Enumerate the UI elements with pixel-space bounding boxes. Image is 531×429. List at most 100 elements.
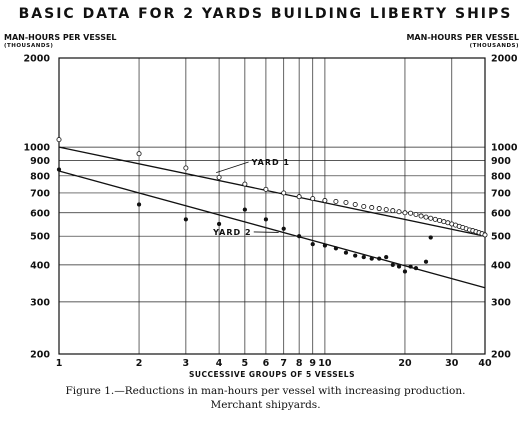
- yard-1-point: [352, 201, 358, 207]
- caption-line-1: Figure 1.—Reductions in man-hours per ve…: [65, 385, 466, 397]
- yard-1-point: [408, 210, 414, 216]
- yard-2-point: [56, 167, 62, 172]
- yard-2-point: [136, 202, 142, 207]
- yard-1-point: [136, 151, 142, 157]
- right-axis-unit: (THOUSANDS): [469, 43, 519, 49]
- yard-2-point: [310, 242, 315, 247]
- yard-2-point: [296, 234, 302, 239]
- y-tick-label-left: 800: [30, 171, 50, 182]
- grid: [58, 57, 486, 355]
- yard-1-point: [402, 210, 408, 216]
- yard-1-point: [428, 215, 434, 221]
- yard-2-point: [263, 217, 269, 222]
- yard-1-point: [296, 194, 302, 200]
- yard-2-point: [408, 264, 413, 269]
- y-tick-label-right: 1000: [491, 143, 518, 154]
- yard-2-point: [322, 243, 328, 248]
- y-tick-label-right: 500: [491, 232, 511, 243]
- x-tick-label: 7: [280, 358, 287, 369]
- yard-1-point: [423, 214, 429, 220]
- yard-2-point: [390, 262, 395, 268]
- x-tick-label: 1: [56, 358, 63, 369]
- yard-2-point: [361, 254, 366, 260]
- figure-caption: Figure 1.—Reductions in man-hours per ve…: [0, 384, 531, 412]
- yard-1-point: [56, 137, 62, 143]
- yard-2-point: [281, 226, 286, 231]
- y-tick-label-right: 800: [491, 171, 511, 182]
- x-tick-label: 2: [136, 358, 143, 369]
- y-tick-label-right: 400: [491, 260, 511, 271]
- y-tick-label-left: 900: [30, 156, 50, 167]
- y-tick-label-left: 700: [30, 188, 50, 199]
- yard-2-point: [242, 207, 248, 212]
- yard-1-point: [263, 186, 269, 192]
- yard-1-point: [396, 209, 402, 215]
- x-axis-title: SUCCESSIVE GROUPS OF 5 VESSELS: [189, 370, 355, 379]
- x-tick-label: 8: [296, 358, 303, 369]
- chart-title: BASIC DATA FOR 2 YARDS BUILDING LIBERTY …: [18, 6, 513, 22]
- left-axis-unit: (THOUSANDS): [4, 43, 54, 49]
- yard-2-point: [343, 250, 349, 255]
- yard-1-point: [418, 213, 424, 219]
- y-tick-label-left: 400: [30, 260, 50, 271]
- yard-1-point: [369, 205, 375, 211]
- yard-1-point: [390, 208, 396, 214]
- yard-1-point: [242, 181, 248, 187]
- yard-1-point: [413, 211, 419, 217]
- y-tick-label-left: 500: [30, 232, 50, 243]
- yard-2-point: [423, 259, 429, 264]
- yard-1-point: [482, 232, 488, 238]
- yard-1-point: [376, 206, 382, 212]
- left-axis-header: MAN-HOURS PER VESSEL (THOUSANDS): [4, 33, 117, 51]
- yard-2-point: [377, 256, 382, 261]
- x-tick-label: 4: [216, 358, 223, 369]
- yard-2-trend-line: [58, 170, 486, 289]
- x-tick-label: 6: [263, 358, 270, 369]
- yard-1-point: [361, 204, 367, 210]
- yard-1-point: [281, 190, 287, 196]
- y-tick-label-right: 900: [491, 156, 511, 167]
- yard-1-point: [343, 199, 349, 205]
- left-axis-label: MAN-HOURS PER VESSEL: [4, 33, 117, 42]
- right-axis-header: MAN-HOURS PER VESSEL (THOUSANDS): [406, 33, 519, 51]
- x-tick-label: 9: [309, 358, 316, 369]
- yard-1-point: [437, 217, 443, 223]
- yard-2-point: [183, 217, 189, 222]
- y-tick-label-left: 2000: [24, 54, 51, 65]
- y-tick-label-right: 2000: [491, 54, 518, 65]
- yard-1-point: [383, 207, 389, 213]
- y-tick-label-right: 600: [491, 208, 511, 219]
- plot-frame: [58, 57, 486, 355]
- y-tick-label-right: 200: [491, 350, 511, 361]
- yard-2-point: [402, 269, 408, 274]
- yard-2-point: [384, 254, 389, 260]
- yard-1-point: [441, 219, 447, 225]
- yard-1-point: [322, 198, 328, 204]
- yard-1-point: [432, 216, 438, 222]
- x-tick-label: 30: [445, 358, 459, 369]
- y-tick-label-left: 600: [30, 208, 50, 219]
- x-tick-label: 10: [318, 358, 332, 369]
- y-tick-label-left: 1000: [24, 143, 51, 154]
- x-tick-label: 3: [183, 358, 190, 369]
- x-tick-label: 20: [398, 358, 412, 369]
- yard-1-point: [183, 165, 189, 171]
- y-tick-label-right: 300: [491, 297, 511, 308]
- x-tick-label: 5: [242, 358, 249, 369]
- yard-2-point: [353, 253, 358, 258]
- yard-1-trend-line: [58, 146, 486, 237]
- yard-2-point: [333, 246, 339, 251]
- y-tick-label-right: 700: [491, 188, 511, 199]
- yard-1-point: [333, 198, 339, 204]
- yard-1-leader: [216, 161, 249, 174]
- right-axis-label: MAN-HOURS PER VESSEL: [406, 33, 519, 42]
- yard-1-point: [310, 196, 316, 202]
- y-tick-label-left: 200: [30, 350, 50, 361]
- yard-2-point: [396, 264, 402, 269]
- yard-2-point: [428, 235, 433, 240]
- yard-2-point: [413, 265, 419, 271]
- yard-1-label: YARD 1: [251, 158, 290, 167]
- yard-2-point: [216, 221, 222, 227]
